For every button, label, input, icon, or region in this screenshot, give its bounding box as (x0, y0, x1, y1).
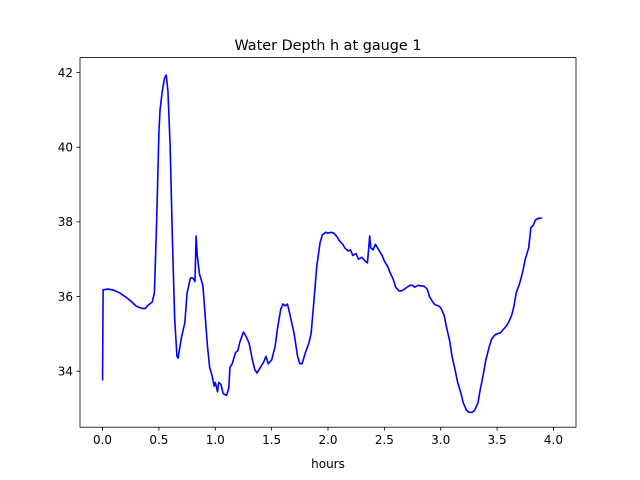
x-tick-label: 2.0 (318, 433, 337, 447)
y-axis-ticks: 34 36 38 40 42 (58, 66, 80, 379)
x-axis-label: hours (311, 457, 345, 471)
x-tick-label: 3.0 (431, 433, 450, 447)
y-tick-label: 42 (58, 66, 73, 80)
y-tick-label: 40 (58, 141, 73, 155)
y-tick-label: 34 (58, 365, 73, 379)
x-tick-label: 2.5 (375, 433, 394, 447)
series-line (101, 74, 543, 414)
plot-frame (79, 57, 577, 428)
x-axis-ticks: 0.0 0.5 1.0 1.5 2.0 2.5 3.0 3.5 4.0 (93, 427, 563, 447)
x-tick-label: 3.5 (488, 433, 507, 447)
x-tick-label: 1.0 (206, 433, 225, 447)
x-tick-label: 0.0 (93, 433, 112, 447)
x-tick-label: 0.5 (149, 433, 168, 447)
chart-title: Water Depth h at gauge 1 (234, 38, 421, 54)
plot-line-layer (101, 74, 543, 414)
x-tick-label: 4.0 (544, 433, 563, 447)
y-tick-label: 36 (58, 290, 73, 304)
y-tick-label: 38 (58, 215, 73, 229)
x-tick-label: 1.5 (262, 433, 281, 447)
